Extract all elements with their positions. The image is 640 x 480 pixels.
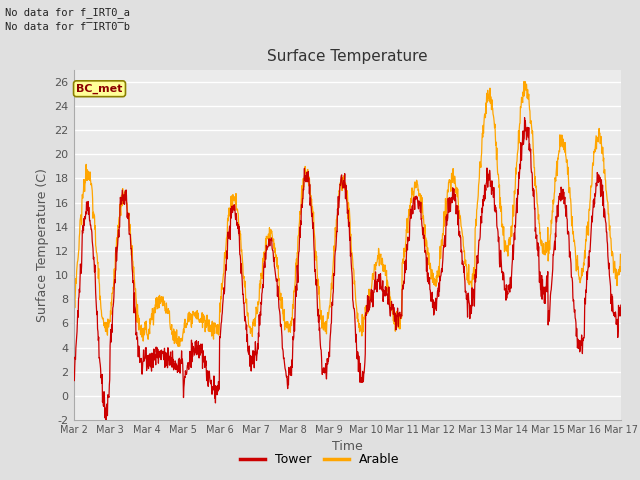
Legend: Tower, Arable: Tower, Arable — [236, 448, 404, 471]
Text: No data for f̅IRT0̅b: No data for f̅IRT0̅b — [5, 22, 130, 32]
X-axis label: Time: Time — [332, 441, 363, 454]
Title: Surface Temperature: Surface Temperature — [267, 49, 428, 64]
Y-axis label: Surface Temperature (C): Surface Temperature (C) — [36, 168, 49, 322]
Text: No data for f_IRT0_a: No data for f_IRT0_a — [5, 7, 130, 18]
Text: BC_met: BC_met — [76, 84, 123, 94]
